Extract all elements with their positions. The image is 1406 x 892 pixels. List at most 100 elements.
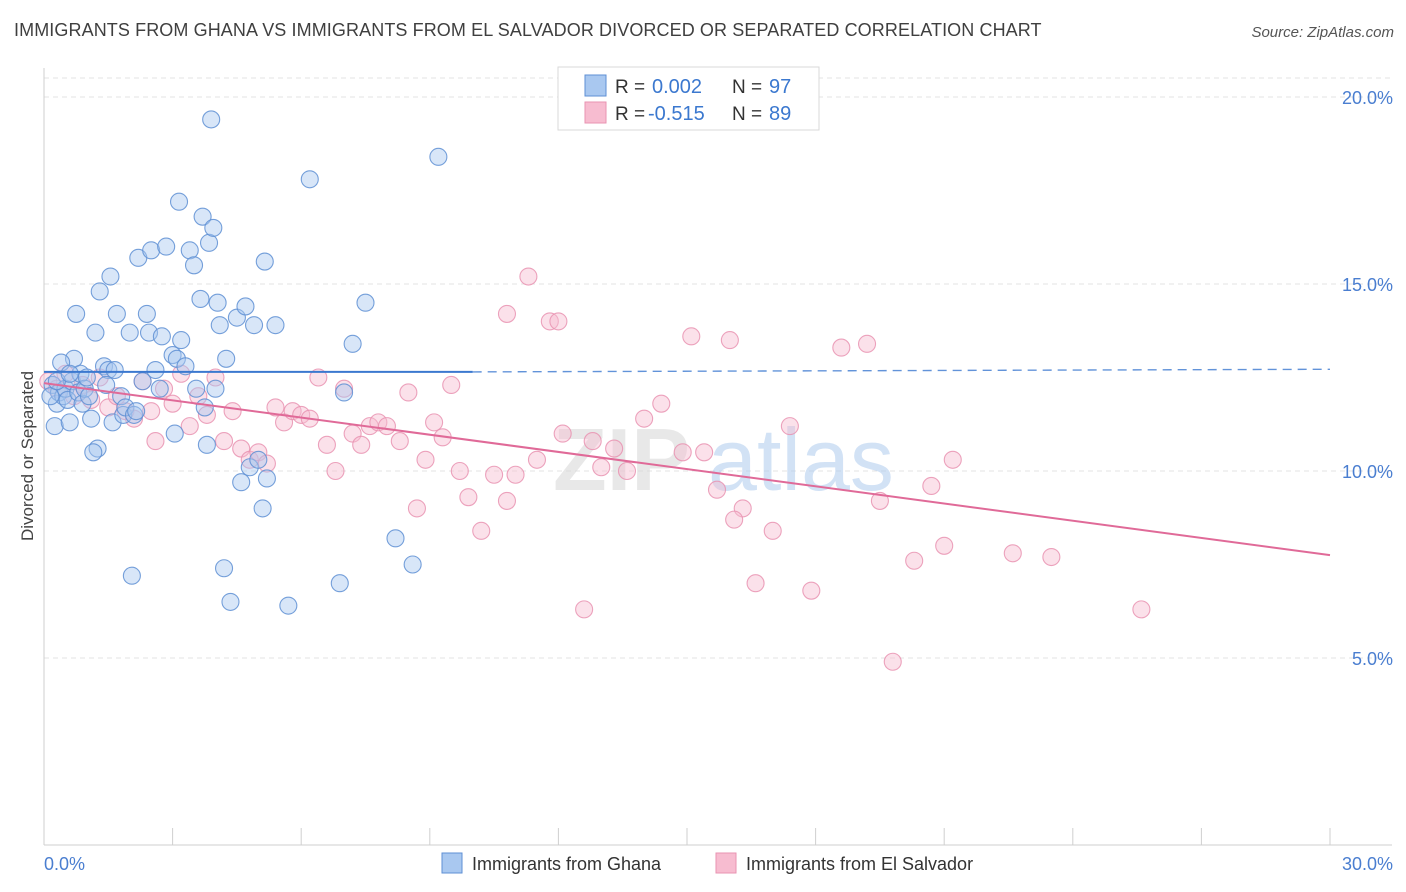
stats-r-label-ghana: R =: [615, 77, 645, 98]
x-tick-labels: 0.0% 30.0%: [44, 854, 1393, 874]
point-ghana-41: [157, 237, 176, 256]
point-ghana-88: [60, 364, 79, 383]
point-elsalvador-71: [746, 574, 765, 593]
point-elsalvador-13: [146, 432, 165, 451]
point-elsalvador-19: [197, 405, 216, 424]
stats-r-value-elsalvador: -0.515: [648, 103, 705, 125]
point-elsalvador-79: [905, 551, 924, 570]
point-ghana-39: [150, 379, 169, 398]
point-ghana-89: [97, 375, 116, 395]
point-elsalvador-58: [575, 600, 594, 619]
point-ghana-78: [343, 334, 362, 353]
point-ghana-31: [122, 566, 141, 585]
point-ghana-23: [101, 267, 120, 286]
point-ghana-35: [137, 304, 156, 323]
point-elsalvador-75: [832, 338, 851, 357]
point-elsalvador-80: [922, 476, 941, 496]
point-elsalvador-78: [883, 652, 902, 671]
stats-r-label-elsalvador: R =: [615, 104, 645, 125]
point-ghana-68: [244, 316, 264, 335]
point-elsalvador-43: [407, 499, 426, 518]
point-ghana-72: [257, 469, 276, 488]
point-ghana-75: [300, 170, 319, 189]
point-ghana-30: [120, 323, 139, 342]
point-ghana-69: [249, 450, 268, 469]
point-ghana-86: [41, 387, 60, 406]
point-elsalvador-74: [802, 581, 821, 600]
point-ghana-70: [253, 499, 272, 518]
point-elsalvador-41: [390, 432, 409, 451]
svg-text:0.002: 0.002: [652, 76, 702, 98]
point-elsalvador-37: [352, 435, 371, 454]
point-ghana-48: [180, 241, 199, 260]
stats-n-label-ghana: N =: [732, 77, 762, 98]
point-elsalvador-27: [266, 398, 285, 417]
point-ghana-62: [217, 349, 236, 368]
y-tick-label-3: 20.0%: [1342, 88, 1393, 108]
series-ghana-points: [41, 110, 448, 615]
svg-text:89: 89: [769, 103, 791, 125]
point-ghana-55: [199, 233, 219, 252]
legend-label-elsalvador: Immigrants from El Salvador: [746, 854, 973, 874]
point-ghana-50: [187, 379, 206, 398]
point-ghana-71: [255, 252, 274, 271]
point-ghana-15: [77, 368, 96, 387]
point-elsalvador-67: [695, 443, 714, 462]
point-ghana-13: [73, 394, 92, 413]
point-ghana-63: [221, 592, 240, 611]
y-tick-label-0: 5.0%: [1352, 649, 1393, 669]
svg-text:N =: N =: [732, 77, 762, 98]
point-ghana-38: [146, 360, 165, 380]
point-elsalvador-17: [180, 417, 199, 436]
point-elsalvador-33: [317, 435, 336, 454]
point-elsalvador-72: [763, 521, 782, 540]
point-ghana-16: [79, 387, 99, 406]
stats-legend-swatch-elsalvador: [584, 101, 607, 124]
point-ghana-79: [356, 293, 375, 312]
point-ghana-54: [197, 435, 216, 454]
point-elsalvador-50: [472, 521, 491, 540]
point-ghana-49: [184, 256, 204, 275]
point-ghana-74: [279, 596, 298, 615]
series-legend: Immigrants from Ghana Immigrants from El…: [441, 852, 973, 874]
svg-text:R =: R =: [615, 104, 645, 125]
point-elsalvador-84: [1042, 547, 1061, 567]
point-ghana-56: [202, 110, 221, 129]
point-elsalvador-12: [142, 402, 161, 421]
point-elsalvador-59: [583, 432, 602, 451]
stats-n-value-elsalvador: 89: [769, 103, 791, 125]
point-ghana-45: [169, 192, 189, 211]
point-elsalvador-51: [485, 465, 504, 484]
point-ghana-46: [172, 331, 191, 350]
point-ghana-24: [103, 413, 122, 432]
watermark-atlas: atlas: [708, 410, 894, 509]
point-ghana-7: [60, 413, 79, 432]
point-elsalvador-54: [519, 267, 538, 286]
point-ghana-66: [236, 297, 255, 316]
point-elsalvador-77: [870, 491, 889, 510]
point-ghana-84: [84, 443, 103, 462]
point-elsalvador-34: [326, 461, 345, 481]
point-ghana-6: [58, 390, 77, 409]
point-elsalvador-32: [309, 368, 328, 387]
point-ghana-61: [214, 559, 234, 578]
stats-legend: R = 0.002 N = 97 R = -0.515 N = 89: [557, 66, 820, 131]
point-ghana-65: [232, 473, 251, 492]
point-elsalvador-63: [635, 409, 654, 428]
point-ghana-52: [193, 207, 212, 226]
point-elsalvador-30: [292, 405, 311, 424]
legend-label-ghana: Immigrants from Ghana: [472, 854, 662, 874]
point-ghana-73: [266, 316, 285, 335]
stats-r-value-ghana: 0.002: [652, 76, 702, 98]
point-elsalvador-48: [450, 461, 469, 481]
point-elsalvador-49: [459, 488, 478, 507]
legend-swatch-ghana: [441, 852, 463, 874]
point-elsalvador-53: [506, 465, 525, 484]
y-axis-label: Divorced or Separated: [18, 371, 37, 541]
point-elsalvador-60: [592, 458, 611, 477]
point-elsalvador-57: [553, 424, 572, 443]
point-ghana-22: [99, 360, 118, 380]
point-ghana-1: [47, 394, 66, 413]
point-elsalvador-61: [605, 439, 624, 458]
